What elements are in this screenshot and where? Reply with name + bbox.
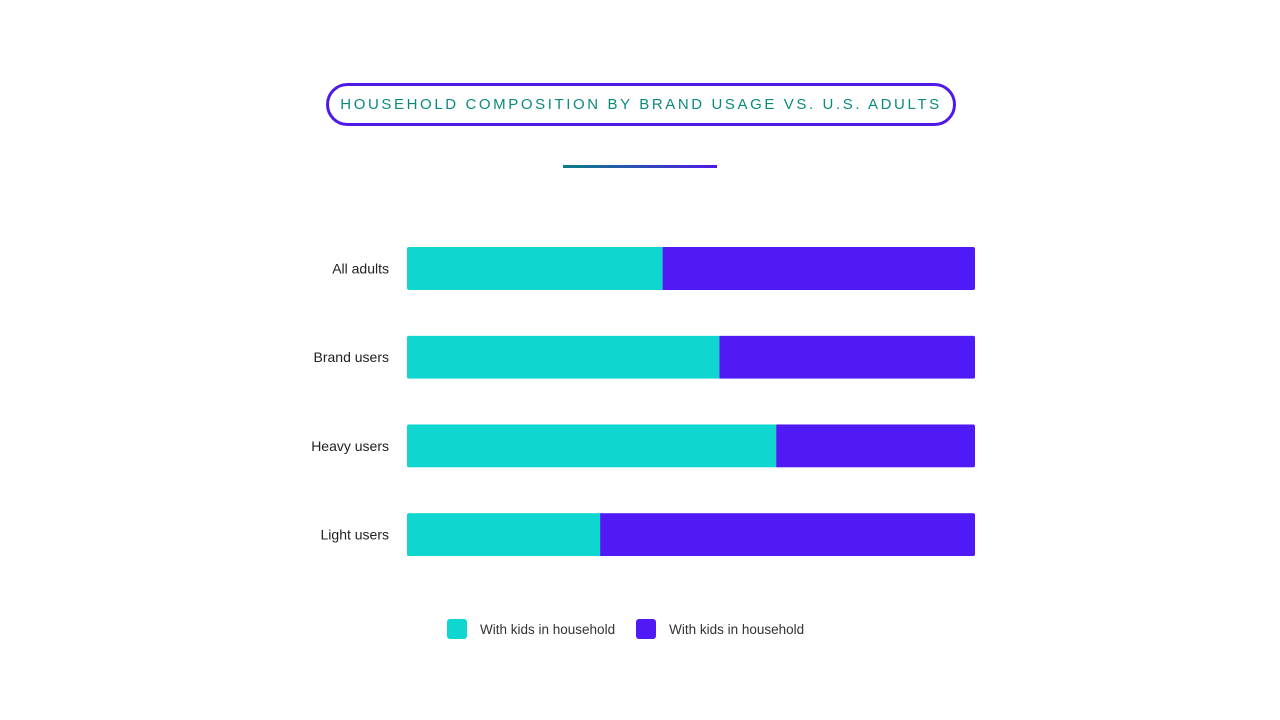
bar-group xyxy=(407,424,975,468)
legend-swatch-series-1 xyxy=(447,619,467,639)
bar-group xyxy=(407,247,975,290)
legend-swatch-series-2 xyxy=(636,619,657,639)
bar-segment-series-1 xyxy=(407,247,663,290)
bar-group xyxy=(407,513,975,557)
chart-title: HOUSEHOLD COMPOSITION BY BRAND USAGE VS.… xyxy=(340,96,942,113)
legend-label-series-1: With kids in household xyxy=(480,621,616,637)
bar-segment-series-1 xyxy=(407,424,777,468)
bar-group xyxy=(407,335,975,379)
category-label: All adults xyxy=(332,261,389,277)
legend-item-series-1: With kids in household xyxy=(447,619,615,639)
bar-segment-series-2 xyxy=(719,335,975,379)
legend-item-series-2: With kids in household xyxy=(636,619,804,639)
bar-segment-series-2 xyxy=(600,513,975,557)
chart-legend: With kids in household With kids in hous… xyxy=(447,619,825,639)
legend-label-series-2: With kids in household xyxy=(669,621,805,637)
chart-title-pill: HOUSEHOLD COMPOSITION BY BRAND USAGE VS.… xyxy=(326,83,956,126)
title-divider xyxy=(563,165,717,168)
bar-segment-series-2 xyxy=(662,247,975,290)
category-label: Brand users xyxy=(314,349,389,365)
bar-segment-series-2 xyxy=(776,424,975,468)
category-label: Heavy users xyxy=(311,438,389,454)
category-label: Light users xyxy=(321,527,389,543)
bar-segment-series-1 xyxy=(407,335,720,379)
bar-segment-series-1 xyxy=(407,513,601,557)
